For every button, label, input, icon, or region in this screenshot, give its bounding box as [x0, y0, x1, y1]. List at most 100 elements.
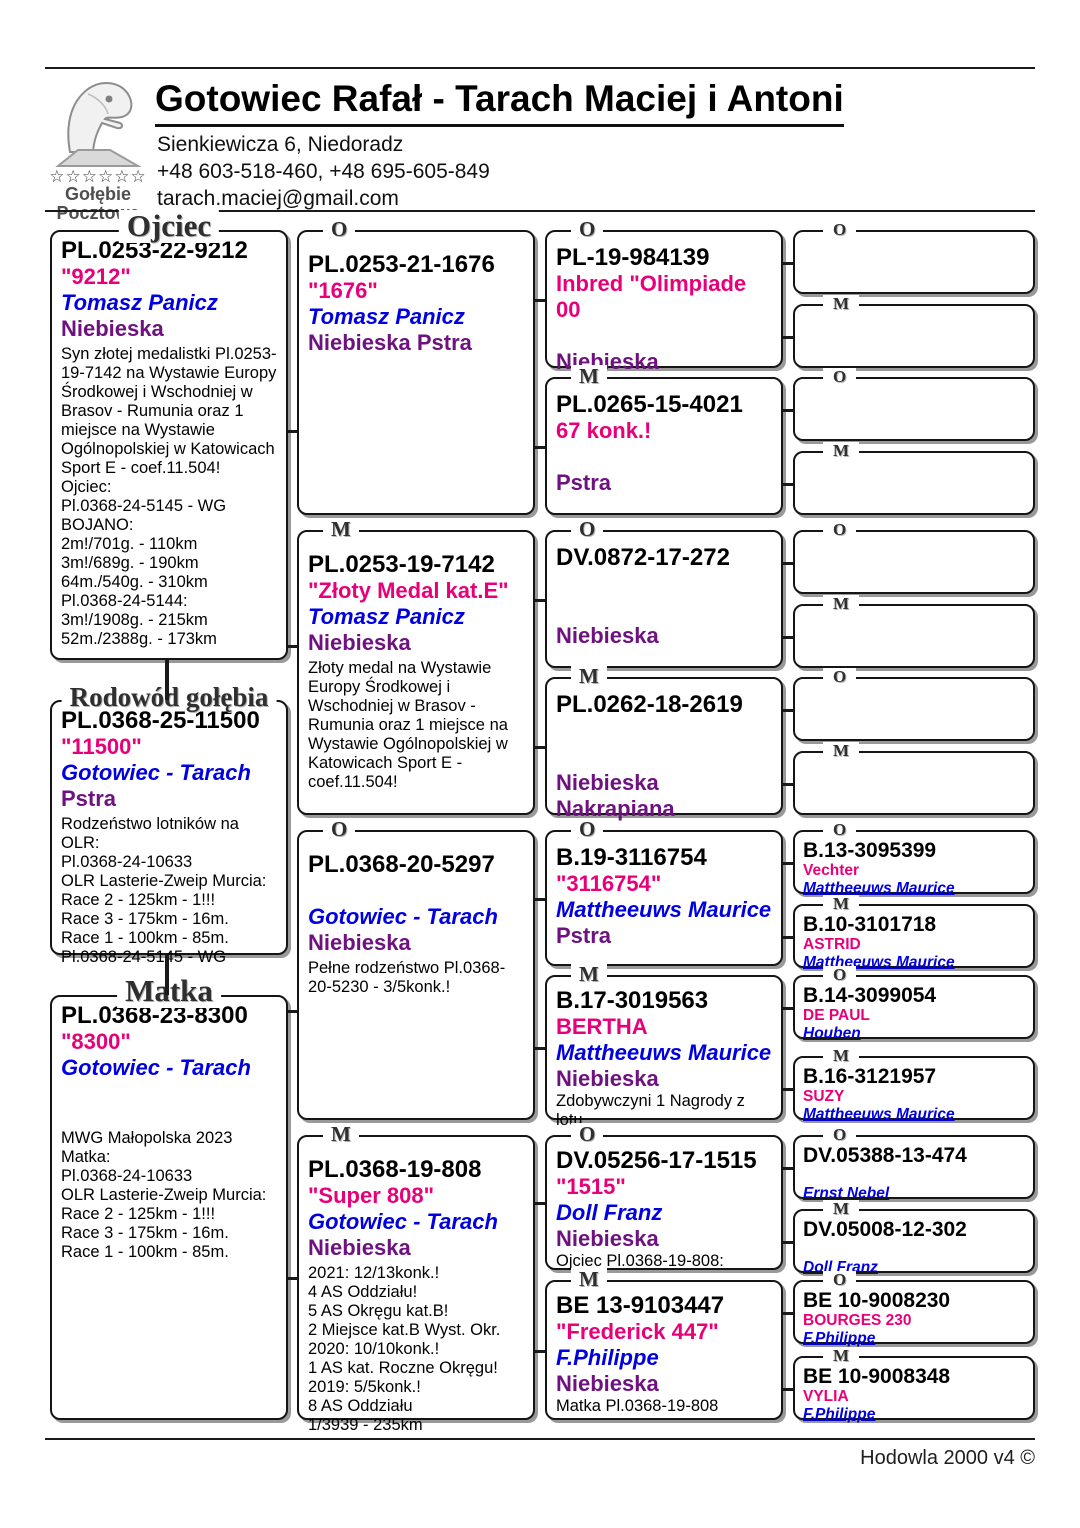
gen3-box-3: O DV.0872-17-272 Niebieska: [545, 518, 783, 668]
pigeon-name: Vechter: [803, 862, 860, 879]
gen2-box-4: M PL.0368-19-808 "Super 808" Gotowiec - …: [297, 1123, 535, 1434]
breeder-name: Doll Franz: [803, 1259, 878, 1276]
connector: [783, 562, 793, 565]
ring-number: DV.05256-17-1515: [556, 1147, 757, 1174]
footer-rule: [45, 1438, 1035, 1440]
plumage-color: [61, 1081, 277, 1107]
breeder-name: F.Philippe: [803, 1406, 876, 1423]
ring-number: PL.0253-19-7142: [308, 551, 495, 578]
subject-label: Rodowód gołębia: [61, 683, 277, 711]
top-rule: [45, 67, 1035, 69]
email-line: tarach.maciej@gmail.com: [157, 187, 399, 210]
gen3-box-8: M BE 13-9103447 "Frederick 447" F.Philip…: [545, 1268, 783, 1420]
connector: [288, 1010, 297, 1013]
breeder-name: Mattheeuws Maurice: [803, 1106, 955, 1123]
plumage-color: Niebieska: [308, 1235, 411, 1260]
connector: [783, 1241, 793, 1244]
sex-label: O: [823, 966, 857, 984]
father-label: Ojciec: [118, 209, 220, 243]
sex-label: M: [571, 365, 607, 387]
sex-label: O: [823, 221, 857, 239]
pigeon-name: [556, 571, 772, 597]
pigeon-name: BOURGES 230: [803, 1312, 912, 1329]
sex-label: O: [823, 1126, 857, 1144]
sex-label: O: [323, 818, 356, 840]
sex-label: M: [323, 1123, 359, 1145]
plumage-color: Pstra: [556, 470, 612, 495]
sex-label: M: [823, 1200, 860, 1218]
pigeon-name: [803, 562, 1025, 580]
gen4-box-2: M: [793, 295, 1035, 368]
plumage-color: Niebieska: [308, 630, 411, 655]
ring-number: PL.0262-18-2619: [556, 691, 743, 718]
gen3-box-6: M B.17-3019563 BERTHA Mattheeuws Maurice…: [545, 963, 783, 1129]
sex-label: M: [823, 595, 860, 613]
connector: [535, 599, 545, 602]
software-credit: Hodowla 2000 v4 ©: [860, 1447, 1035, 1469]
pigeon-name: "Frederick 447": [556, 1319, 719, 1344]
connector: [288, 430, 297, 433]
connector: [535, 1202, 545, 1205]
gen2-box-2: M PL.0253-19-7142 "Złoty Medal kat.E" To…: [297, 518, 535, 815]
connector: [783, 636, 793, 639]
ring-number: DV.0872-17-272: [556, 544, 730, 571]
breeder-name: Gotowiec - Tarach: [61, 1055, 251, 1080]
plumage-color: Niebieska: [308, 930, 411, 955]
plumage-color: Niebieska Nakrapiana: [556, 770, 675, 821]
breeder-name: Tomasz Panicz: [308, 304, 465, 329]
pigeon-name: 67 konk.!: [556, 418, 652, 443]
pigeon-name: "1676": [308, 278, 378, 303]
gen4-box-9: O B.13-3095399 Vechter Mattheeuws Mauric…: [793, 821, 1035, 897]
gen3-box-7: O DV.05256-17-1515 "1515" Doll Franz Nie…: [545, 1123, 783, 1270]
sex-label: M: [823, 1347, 860, 1365]
breeder-name: [803, 501, 1025, 519]
gen3-box-1: O PL-19-984139 Inbred "Olimpiade 00 Nieb…: [545, 218, 783, 374]
breeder-name: Ernst Nebel: [803, 1185, 890, 1202]
breeder-name: [803, 801, 1025, 819]
connector: [165, 660, 169, 700]
pigeon-name: "3116754": [556, 871, 662, 896]
breeder-name: [556, 444, 772, 470]
pigeon-name: [803, 636, 1025, 654]
gen4-box-14: M DV.05008-12-302 Doll Franz: [793, 1200, 1035, 1276]
pigeon-name: [803, 483, 1025, 501]
breeder-name: F.Philippe: [803, 1330, 876, 1347]
father-box: Ojciec PL.0253-22-9212 "9212" Tomasz Pan…: [50, 209, 288, 660]
club-logo: ☆☆☆☆☆☆ Gołębie Pocztowe: [44, 74, 152, 223]
sex-label: M: [571, 665, 607, 687]
sex-label: O: [571, 218, 604, 240]
breeder-name: Tomasz Panicz: [61, 290, 218, 315]
connector: [535, 299, 545, 302]
sex-label: M: [823, 442, 860, 460]
gen4-box-10: M B.10-3101718 ASTRID Mattheeuws Maurice: [793, 895, 1035, 971]
sex-label: O: [571, 518, 604, 540]
ring-number: PL-19-984139: [556, 244, 710, 271]
stars-row: ☆☆☆☆☆☆: [49, 167, 147, 186]
sex-label: M: [323, 518, 359, 540]
description: Syn złotej medalistki Pl.0253-19-7142 na…: [61, 345, 277, 648]
breeder-name: Tomasz Panicz: [308, 604, 465, 629]
gen4-box-4: M: [793, 442, 1035, 515]
phone-line: +48 603-518-460, +48 695-605-849: [157, 160, 490, 183]
plumage-color: Pstra: [556, 923, 612, 948]
breeder-name: Doll Franz: [556, 1200, 663, 1225]
ring-number: B.10-3101718: [803, 913, 937, 936]
breeder-name: Gotowiec - Tarach: [308, 1209, 498, 1234]
connector: [165, 955, 169, 995]
ring-number: B.17-3019563: [556, 987, 709, 1014]
gen2-box-1: O PL.0253-21-1676 "1676" Tomasz Panicz N…: [297, 218, 535, 515]
description: Matka Pl.0368-19-808: [556, 1397, 719, 1415]
subject-box: Rodowód gołębia PL.0368-25-11500 "11500"…: [50, 683, 288, 966]
gen4-box-6: M: [793, 595, 1035, 668]
ring-number: PL.0265-15-4021: [556, 391, 743, 418]
ring-number: [803, 313, 1025, 336]
connector: [783, 1167, 793, 1170]
sex-label: O: [571, 1123, 604, 1145]
ring-number: [803, 613, 1025, 636]
connector: [783, 262, 793, 265]
gen4-box-12: M B.16-3121957 SUZY Mattheeuws Maurice: [793, 1047, 1035, 1123]
breeder-name: [556, 323, 772, 349]
sex-label: M: [823, 295, 860, 313]
ring-number: [803, 386, 1025, 409]
connector: [783, 1088, 793, 1091]
